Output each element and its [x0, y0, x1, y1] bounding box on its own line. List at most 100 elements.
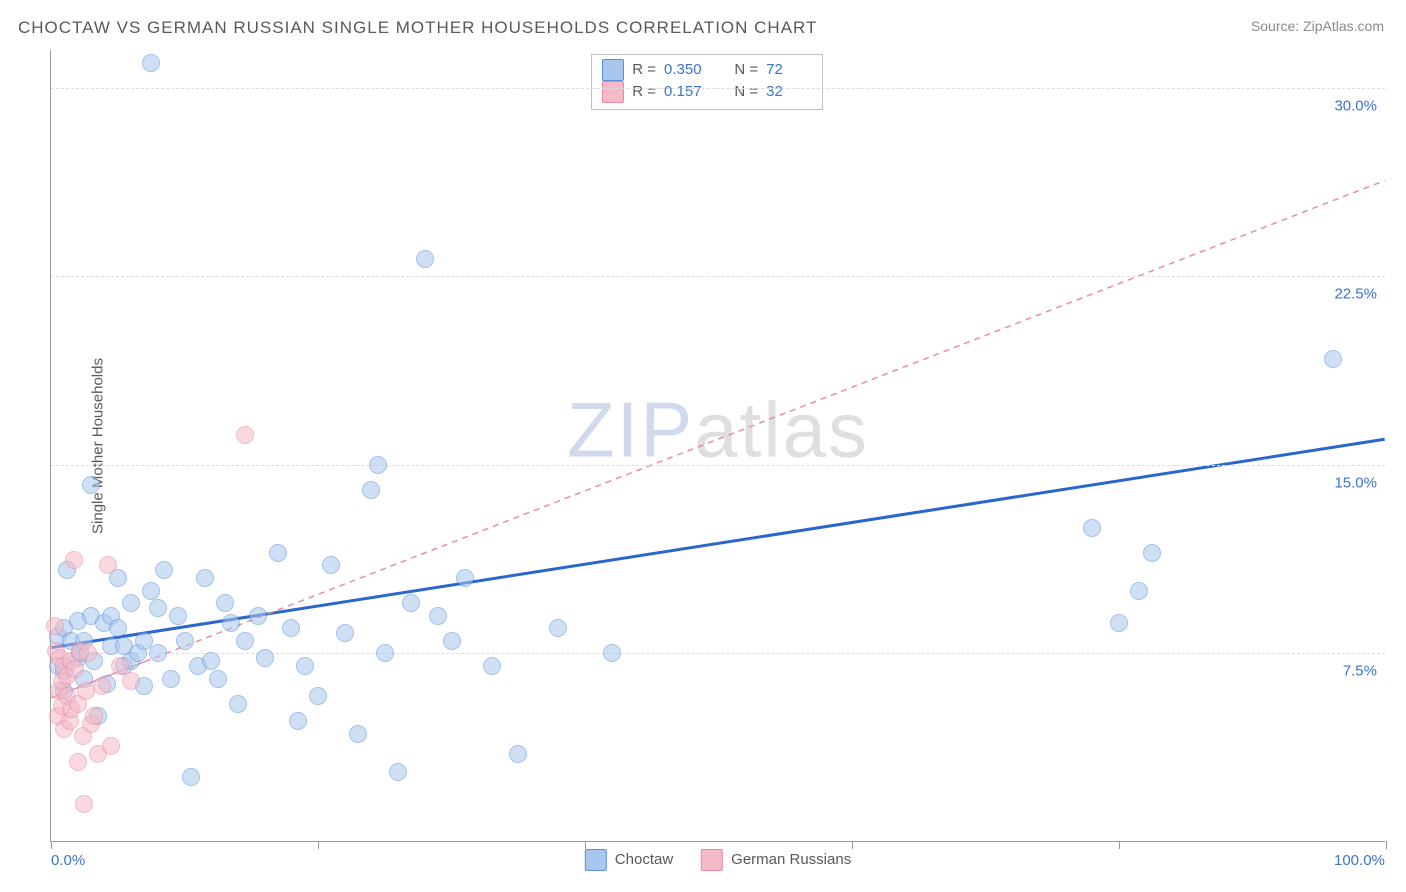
- data-point: [149, 599, 167, 617]
- data-point: [236, 632, 254, 650]
- data-point: [362, 481, 380, 499]
- x-tick: [1119, 841, 1120, 849]
- data-point: [296, 657, 314, 675]
- data-point: [142, 54, 160, 72]
- data-point: [429, 607, 447, 625]
- y-tick-label: 7.5%: [1343, 663, 1377, 680]
- data-point: [389, 763, 407, 781]
- x-tick-label: 100.0%: [1334, 852, 1385, 869]
- data-point: [79, 644, 97, 662]
- data-point: [209, 670, 227, 688]
- data-point: [75, 795, 93, 813]
- data-point: [1130, 582, 1148, 600]
- data-point: [1143, 544, 1161, 562]
- x-tick: [585, 841, 586, 849]
- data-point: [483, 657, 501, 675]
- data-point: [269, 544, 287, 562]
- gridline: [51, 88, 1385, 89]
- legend-r-value: 0.350: [664, 59, 710, 81]
- data-point: [93, 677, 111, 695]
- chart-title: CHOCTAW VS GERMAN RUSSIAN SINGLE MOTHER …: [18, 18, 817, 38]
- chart-container: CHOCTAW VS GERMAN RUSSIAN SINGLE MOTHER …: [0, 0, 1406, 892]
- data-point: [196, 569, 214, 587]
- legend-n-label: N =: [734, 59, 758, 81]
- data-point: [376, 644, 394, 662]
- legend-swatch: [701, 849, 723, 871]
- data-point: [549, 619, 567, 637]
- data-point: [202, 652, 220, 670]
- data-point: [155, 561, 173, 579]
- legend-n-label: N =: [734, 81, 758, 103]
- legend-series-item: German Russians: [701, 849, 851, 871]
- data-point: [236, 426, 254, 444]
- watermark-zip: ZIP: [567, 385, 694, 473]
- data-point: [456, 569, 474, 587]
- legend-n-value: 72: [766, 59, 812, 81]
- data-point: [249, 607, 267, 625]
- watermark-atlas: atlas: [694, 385, 869, 473]
- legend-series-label: Choctaw: [615, 851, 673, 868]
- source-attribution: Source: ZipAtlas.com: [1251, 18, 1384, 34]
- legend-r-value: 0.157: [664, 81, 710, 103]
- x-tick: [1386, 841, 1387, 849]
- data-point: [603, 644, 621, 662]
- data-point: [162, 670, 180, 688]
- data-point: [349, 725, 367, 743]
- data-point: [149, 644, 167, 662]
- data-point: [176, 632, 194, 650]
- data-point: [1324, 350, 1342, 368]
- source-label: Source:: [1251, 18, 1303, 34]
- legend-stats-row: R = 0.157 N = 32: [602, 81, 812, 103]
- data-point: [229, 695, 247, 713]
- data-point: [443, 632, 461, 650]
- y-tick-label: 15.0%: [1334, 474, 1377, 491]
- gridline: [51, 276, 1385, 277]
- data-point: [85, 707, 103, 725]
- data-point: [309, 687, 327, 705]
- legend-series-label: German Russians: [731, 851, 851, 868]
- source-link[interactable]: ZipAtlas.com: [1303, 18, 1384, 34]
- x-tick: [852, 841, 853, 849]
- legend-series: Choctaw German Russians: [585, 849, 851, 871]
- data-point: [1083, 519, 1101, 537]
- data-point: [109, 619, 127, 637]
- data-point: [66, 660, 84, 678]
- x-tick: [318, 841, 319, 849]
- trend-lines-layer: [51, 50, 1385, 841]
- data-point: [122, 672, 140, 690]
- data-point: [282, 619, 300, 637]
- data-point: [46, 617, 64, 635]
- data-point: [99, 556, 117, 574]
- plot-area: ZIPatlas R =0.350 N =72R =0.157 N =32 Ch…: [50, 50, 1385, 842]
- data-point: [82, 476, 100, 494]
- data-point: [142, 582, 160, 600]
- data-point: [336, 624, 354, 642]
- legend-swatch: [602, 81, 624, 103]
- trend-line: [145, 181, 1385, 662]
- y-tick-label: 30.0%: [1334, 97, 1377, 114]
- data-point: [369, 456, 387, 474]
- legend-stats-box: R = 0.350 N = 72 R = 0.157 N = 32: [591, 54, 823, 110]
- legend-r-label: R =: [632, 81, 656, 103]
- legend-series-item: Choctaw: [585, 849, 673, 871]
- watermark: ZIPatlas: [567, 384, 869, 475]
- legend-swatch: [585, 849, 607, 871]
- data-point: [169, 607, 187, 625]
- data-point: [1110, 614, 1128, 632]
- legend-swatch: [602, 59, 624, 81]
- legend-r-label: R =: [632, 59, 656, 81]
- data-point: [222, 614, 240, 632]
- data-point: [289, 712, 307, 730]
- data-point: [509, 745, 527, 763]
- gridline: [51, 653, 1385, 654]
- y-tick-label: 22.5%: [1334, 286, 1377, 303]
- data-point: [216, 594, 234, 612]
- data-point: [256, 649, 274, 667]
- data-point: [402, 594, 420, 612]
- legend-n-value: 32: [766, 81, 812, 103]
- data-point: [122, 594, 140, 612]
- x-tick: [51, 841, 52, 849]
- data-point: [322, 556, 340, 574]
- gridline: [51, 465, 1385, 466]
- data-point: [182, 768, 200, 786]
